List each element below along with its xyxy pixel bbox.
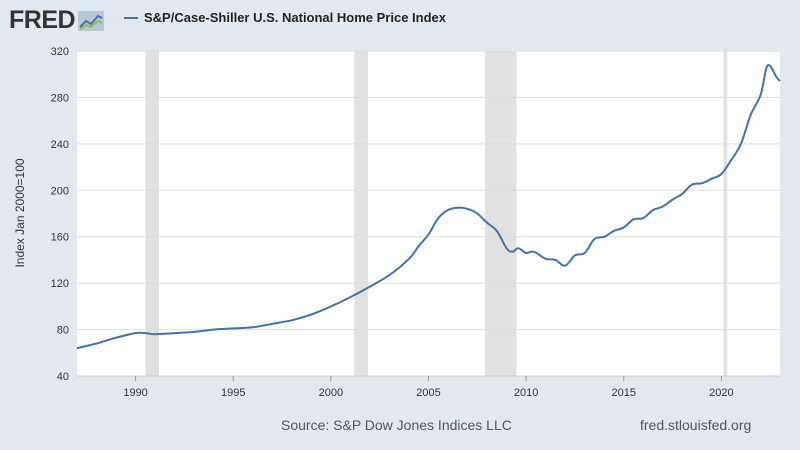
recession-band-1 [354,51,368,376]
x-tick-label-2000: 2000 [319,387,343,399]
fred-logo-text: FRED [9,6,76,34]
y-tick-label-120: 120 [51,278,69,290]
x-tick-label-2005: 2005 [416,387,440,399]
x-tick-label-1990: 1990 [123,387,147,399]
legend-series-swatch [124,16,138,19]
x-tick-label-1995: 1995 [221,387,245,399]
recession-bars [145,51,728,376]
y-tick-label-160: 160 [51,232,69,244]
x-tick-label-2020: 2020 [709,387,733,399]
y-tick-label-240: 240 [51,139,69,151]
recession-band-2 [485,51,517,376]
source-note: Source: S&P Dow Jones Indices LLC [281,417,512,433]
y-tick-label-40: 40 [57,371,69,383]
recession-band-0 [145,51,160,376]
series-layer [76,63,781,350]
fred-graph-icon [78,10,105,31]
recession-band-3 [723,51,728,376]
y-tick-label-80: 80 [57,325,69,337]
site-link[interactable]: fred.stlouisfed.org [640,417,752,433]
x-tick-label-2010: 2010 [514,387,538,399]
chart-legend: S&P/Case-Shiller U.S. National Home Pric… [124,10,446,25]
y-tick-label-200: 200 [51,185,69,197]
y-axis-label: Index Jan 2000=100 [13,158,27,267]
plot-area [77,51,780,376]
series-line-0 [76,63,781,350]
y-tick-label-320: 320 [51,46,69,58]
legend-series-label: S&P/Case-Shiller U.S. National Home Pric… [144,10,446,25]
axes: 40 80 120 160 200 240 280 320 1990 1995 2000 2005 20… [51,46,780,399]
grid-lines [77,50,780,377]
fred-logo[interactable]: FRED [9,6,105,35]
x-tick-label-2015: 2015 [612,387,636,399]
y-tick-label-280: 280 [51,92,69,104]
